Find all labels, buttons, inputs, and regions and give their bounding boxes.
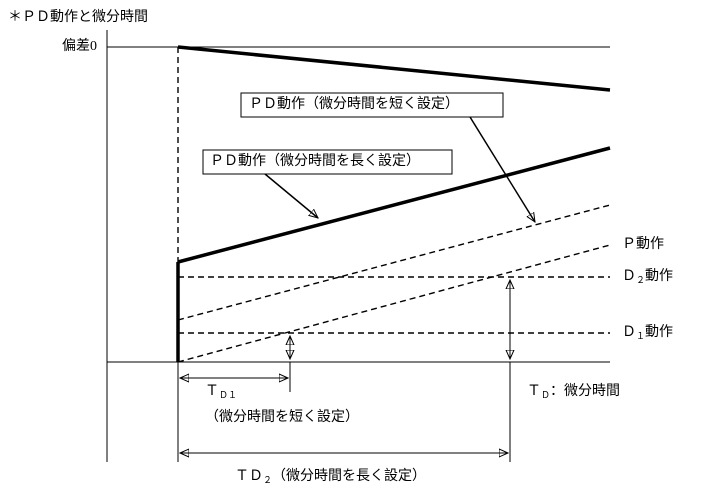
label-tail: （微分時間を長く設定）	[272, 468, 426, 484]
td2-label: ＴＤ２（微分時間を長く設定）	[235, 468, 426, 485]
callout-text: ＰＤ動作（微分時間を長く設定）	[210, 153, 420, 169]
td-label: ＴＤ：微分時間	[527, 383, 620, 400]
td1-note: （微分時間を短く設定）	[205, 409, 359, 425]
label-tail: 動作	[645, 324, 673, 340]
p-label: Ｐ動作	[622, 236, 664, 252]
label-main: ＴＤ	[235, 469, 263, 484]
label-main: Ｄ	[622, 269, 636, 284]
label-sub: ２	[263, 475, 272, 485]
d1-label: Ｄ１動作	[622, 324, 673, 341]
callout-long: ＰＤ動作（微分時間を長く設定）	[202, 149, 453, 218]
label-sub: Ｄ１	[219, 390, 237, 400]
label-main: Ｔ	[205, 384, 219, 399]
label-main: Ｔ	[527, 384, 541, 399]
dimensions	[177, 280, 510, 462]
label-sub: Ｄ	[541, 390, 550, 400]
label-main: Ｄ	[622, 325, 636, 340]
title: ＊ＰＤ動作と微分時間	[8, 9, 148, 25]
td1-label: ＴＤ１	[205, 384, 237, 400]
label-tail: 動作	[645, 268, 673, 284]
callout-text: ＰＤ動作（微分時間を短く設定）	[249, 96, 459, 112]
zero-label: 0	[90, 39, 97, 54]
label-sub: ２	[636, 275, 645, 285]
d2-label: Ｄ２動作	[622, 268, 673, 285]
curves	[176, 45, 611, 363]
label-sub: １	[636, 331, 645, 341]
callout-short: ＰＤ動作（微分時間を短く設定）	[240, 92, 535, 222]
axis-label: 偏差	[62, 38, 90, 54]
label-tail: ：微分時間	[550, 383, 620, 399]
